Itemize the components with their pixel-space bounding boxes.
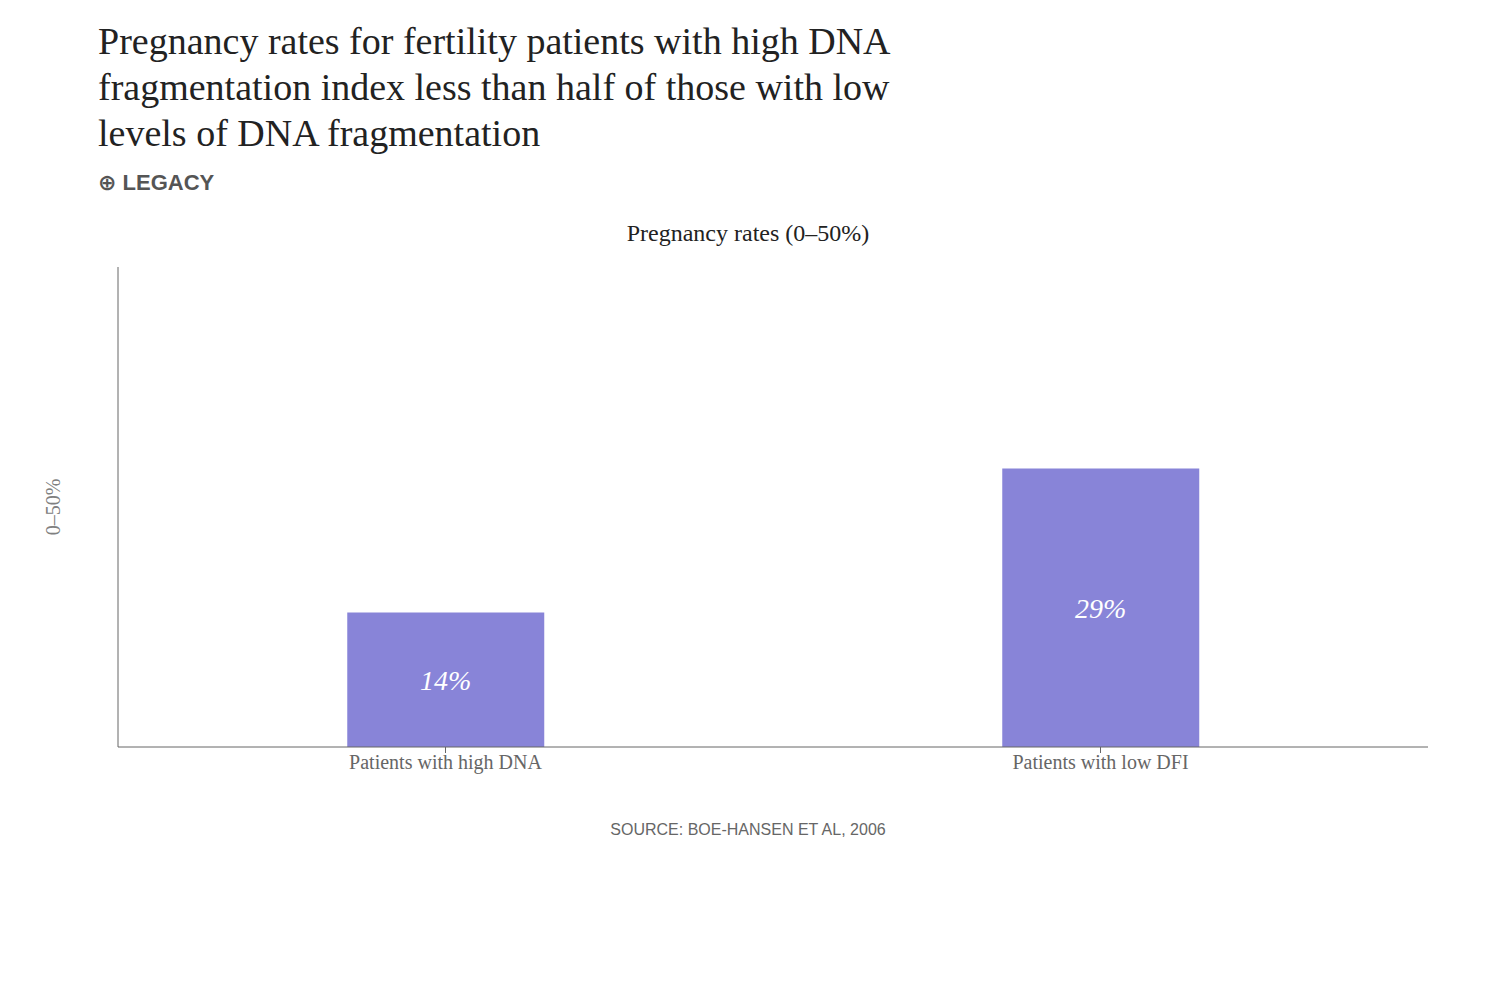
svg-text:Patients with low DFI: Patients with low DFI: [1012, 751, 1188, 773]
svg-text:Patients with high DNA: Patients with high DNA: [349, 751, 542, 774]
svg-text:0–50%: 0–50%: [42, 479, 64, 536]
html-text:Pregnancy rates for fertility: Pregnancy rates for fertility patients w…: [98, 20, 891, 154]
html-text:Pregnancy rates (0–50%): Pregnancy rates (0–50%): [626, 220, 870, 246]
svg-text:29%: 29%: [1075, 593, 1126, 624]
svg-text:14%: 14%: [420, 665, 471, 696]
html-text:⊕ LEGACY: ⊕ LEGACY: [98, 170, 215, 195]
html-text:SOURCE: BOE-HANSEN ET AL, 2006: SOURCE: BOE-HANSEN ET AL, 2006: [610, 821, 886, 838]
